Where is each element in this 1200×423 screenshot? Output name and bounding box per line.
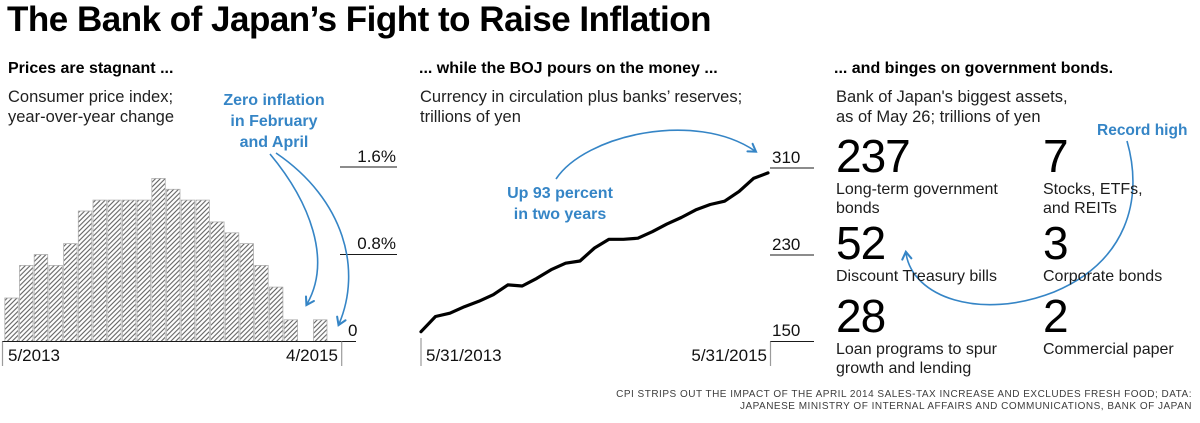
boj-money-line [419, 171, 770, 334]
source-footnote: CPI STRIPS OUT THE IMPACT OF THE APRIL 2… [616, 389, 1192, 412]
stat-label: Loan programs to spur growth and lending [836, 341, 997, 377]
stat-value: 237 [836, 130, 911, 182]
boj-subtitle: Currency in circulation plus banks’ rese… [420, 88, 743, 126]
boj-ytick-150: 150 [772, 321, 801, 340]
up-93-percent-annotation: Up 93 percent in two years [507, 185, 613, 223]
stat-loan-programs: 28 Loan programs to spur growth and lend… [836, 290, 1041, 378]
zero-inflation-annotation: Zero inflation in February and April [223, 92, 325, 151]
cpi-bar [63, 243, 78, 342]
boj-panel-header: ... while the BOJ pours on the money ... [419, 60, 718, 77]
cpi-bar [268, 286, 284, 342]
stat-label: Long-term government bonds [836, 181, 998, 217]
cpi-bar [239, 243, 254, 342]
stat-label: Commercial paper [1043, 341, 1174, 358]
cpi-bar [166, 188, 181, 343]
stat-stocks-etfs-reits: 7 Stocks, ETFs, and REITs [1043, 130, 1200, 218]
page-title: The Bank of Japan’s Fight to Raise Infla… [7, 0, 712, 39]
stat-commercial-paper: 2 Commercial paper [1043, 290, 1200, 359]
cpi-bar [48, 264, 63, 342]
cpi-bar-chart [4, 177, 328, 343]
boj-xtick-start: 5/31/2013 [426, 346, 502, 365]
cpi-bar [313, 319, 328, 342]
record-high-arrow [901, 140, 1134, 306]
record-high-annotation: Record high [1097, 122, 1188, 139]
cpi-bar [19, 264, 34, 342]
cpi-bar [254, 264, 269, 342]
cpi-bar [210, 221, 225, 342]
stat-long-term-government-bonds: 237 Long-term government bonds [836, 130, 1041, 218]
cpi-bar [4, 297, 19, 342]
stat-label: Discount Treasury bills [836, 268, 997, 285]
cpi-ytick-1.6: 1.6% [357, 147, 396, 166]
cpi-bar [77, 210, 93, 342]
boj-ytick-310: 310 [772, 148, 801, 167]
cpi-ytick-0.8: 0.8% [357, 234, 396, 253]
stat-value: 2 [1043, 290, 1069, 342]
cpi-bar [33, 254, 49, 342]
assets-subtitle: Bank of Japan's biggest assets, as of Ma… [836, 88, 1068, 126]
up-93-percent-arrow [555, 129, 758, 180]
stat-label: Stocks, ETFs, and REITs [1043, 181, 1143, 217]
stat-corporate-bonds: 3 Corporate bonds [1043, 217, 1200, 286]
zero-inflation-feb-arrow [269, 153, 319, 307]
cpi-ytick-0: 0 [348, 321, 358, 340]
stat-discount-treasury-bills: 52 Discount Treasury bills [836, 217, 1041, 286]
cpi-bar [224, 232, 240, 343]
cpi-xtick-end: 4/2015 [286, 346, 338, 365]
cpi-bar [180, 199, 196, 342]
stat-value: 7 [1043, 130, 1069, 182]
cpi-bar [122, 199, 137, 342]
cpi-bar [92, 199, 107, 342]
cpi-bar [151, 177, 166, 342]
stat-value: 52 [836, 217, 886, 269]
cpi-bar [107, 199, 122, 342]
cpi-panel-header: Prices are stagnant ... [8, 60, 174, 77]
boj-ytick-230: 230 [772, 235, 801, 254]
cpi-bar [283, 319, 299, 342]
stat-value: 3 [1043, 217, 1069, 269]
zero-inflation-apr-arrow [275, 152, 350, 327]
assets-panel-header: ... and binges on government bonds. [834, 60, 1114, 77]
boj-xtick-end: 5/31/2015 [691, 346, 767, 365]
stat-label: Corporate bonds [1043, 268, 1163, 285]
cpi-xtick-start: 5/2013 [8, 346, 60, 365]
cpi-bar [195, 199, 210, 342]
stat-value: 28 [836, 290, 886, 342]
cpi-subtitle: Consumer price index; year-over-year cha… [8, 88, 174, 126]
cpi-bar [136, 199, 152, 342]
